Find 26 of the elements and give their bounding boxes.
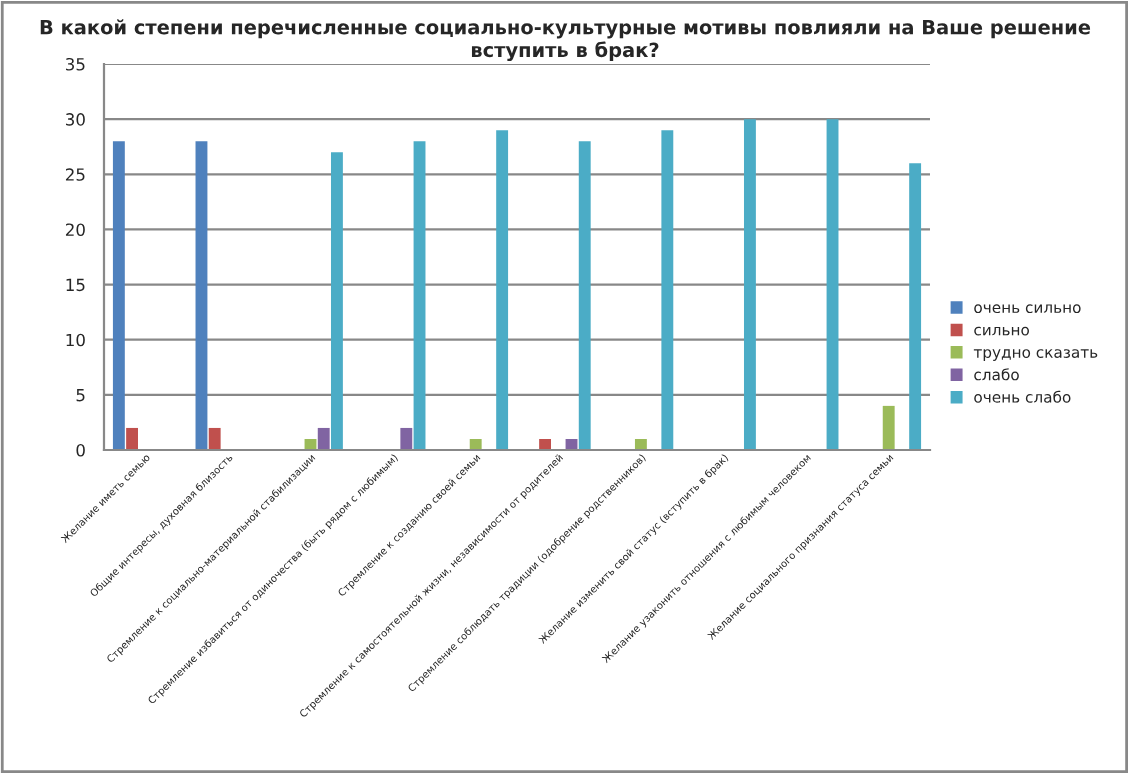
y-tick-label: 30 [66,113,85,126]
bar [661,130,674,450]
bar [909,163,922,450]
bar [413,141,426,450]
bar [195,141,208,450]
y-tick-label: 0 [76,443,85,457]
bar [317,427,330,450]
bar [826,119,839,450]
bar [208,427,221,450]
y-tick-label: 35 [66,57,85,71]
bar [400,427,413,450]
bar [882,405,895,450]
bar [743,119,756,450]
bar [469,438,482,450]
y-tick-label: 10 [66,333,85,347]
bar [578,141,591,450]
y-tick-label: 5 [76,389,85,402]
y-tick-label: 20 [65,223,85,236]
bar [634,438,647,450]
bar [330,152,343,450]
y-tick-label: 15 [66,278,85,292]
bar [112,141,125,450]
bar [126,427,139,450]
y-tick-label: 25 [65,168,85,181]
bar [539,438,552,450]
bar [496,130,509,450]
